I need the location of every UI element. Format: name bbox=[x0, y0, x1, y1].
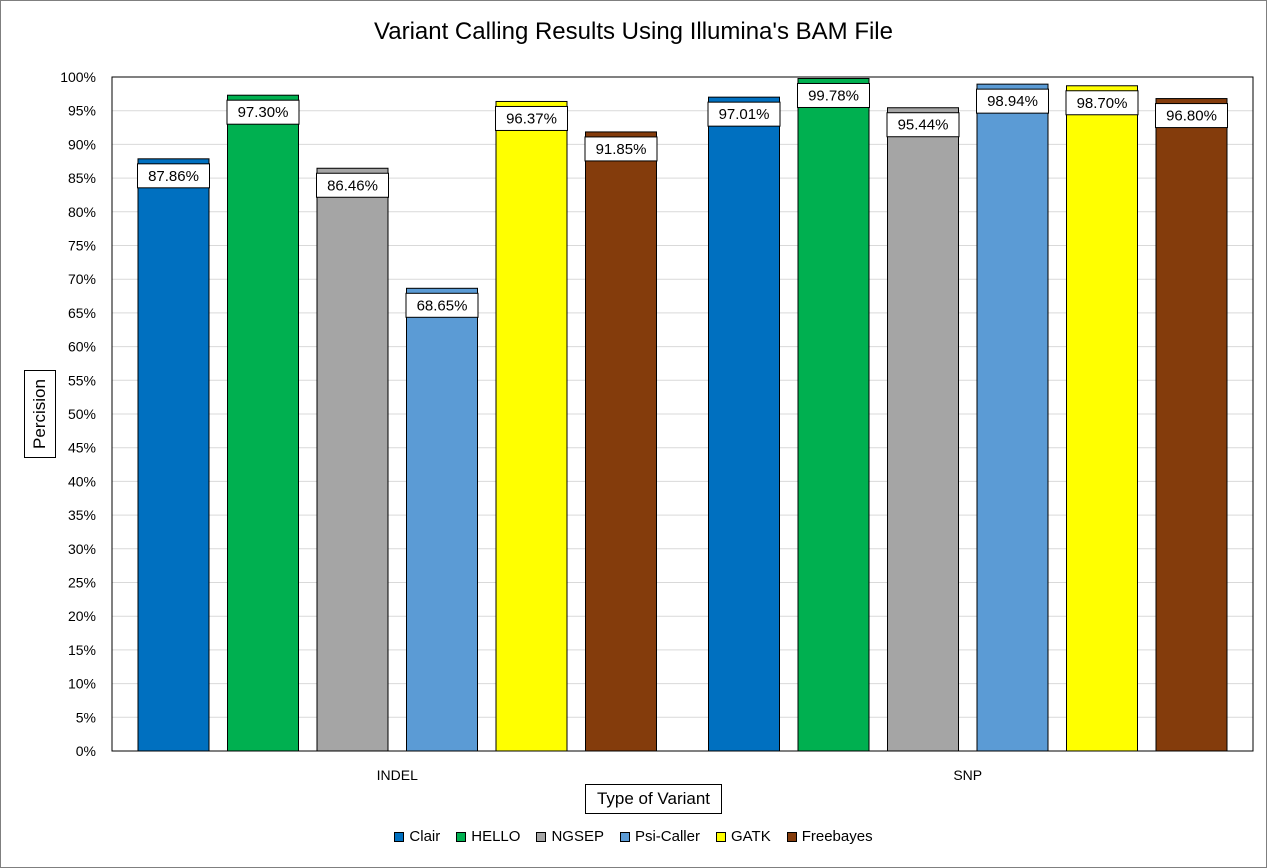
y-tick-label: 35% bbox=[68, 507, 96, 523]
data-label: 99.78% bbox=[808, 87, 859, 104]
bar-hello bbox=[227, 94, 299, 752]
bar-freebayes bbox=[585, 131, 657, 752]
legend: Clair HELLO NGSEP Psi-Caller GATK Freebayes bbox=[0, 828, 1267, 846]
y-tick-label: 15% bbox=[68, 642, 96, 658]
bar-gatk bbox=[495, 100, 568, 752]
y-tick-label: 20% bbox=[68, 608, 96, 624]
y-tick-label: 25% bbox=[68, 575, 96, 591]
data-label-box bbox=[584, 136, 658, 162]
y-tick-label: 0% bbox=[76, 743, 96, 759]
y-tick-label: 65% bbox=[68, 305, 96, 321]
x-category-label: SNP bbox=[953, 767, 982, 783]
data-label: 91.85% bbox=[596, 141, 647, 158]
y-tick-label: 90% bbox=[68, 136, 96, 152]
legend-swatch bbox=[394, 831, 405, 842]
legend-item: Clair bbox=[394, 828, 440, 845]
bar-freebayes bbox=[1155, 98, 1228, 752]
legend-swatch bbox=[786, 831, 797, 842]
data-label: 96.80% bbox=[1166, 108, 1217, 125]
y-tick-label: 10% bbox=[68, 676, 96, 692]
x-axis-title: Type of Variant bbox=[585, 784, 722, 814]
y-tick-label: 75% bbox=[68, 238, 96, 254]
data-label-box bbox=[886, 112, 960, 138]
data-label: 98.94% bbox=[987, 93, 1038, 110]
y-tick-label: 70% bbox=[68, 271, 96, 287]
data-label: 68.65% bbox=[417, 297, 468, 314]
legend-label: Psi-Caller bbox=[634, 828, 700, 845]
data-label: 96.37% bbox=[506, 110, 557, 127]
data-label-box bbox=[797, 82, 870, 108]
y-tick-label: 100% bbox=[60, 69, 96, 85]
data-label-box bbox=[495, 105, 568, 131]
legend-item: HELLO bbox=[456, 828, 520, 845]
y-axis-title-box: Percision bbox=[24, 370, 56, 458]
y-tick-label: 30% bbox=[68, 541, 96, 557]
data-label-box bbox=[226, 99, 300, 125]
bar-psi-caller bbox=[406, 287, 478, 752]
data-label-box bbox=[707, 101, 781, 127]
y-tick-label: 40% bbox=[68, 473, 96, 489]
bar-ngsep bbox=[316, 167, 389, 752]
y-tick-label: 80% bbox=[68, 204, 96, 220]
legend-swatch bbox=[619, 831, 630, 842]
legend-item: Psi-Caller bbox=[619, 828, 700, 845]
data-label: 95.44% bbox=[898, 117, 949, 134]
legend-label: Clair bbox=[409, 828, 441, 845]
legend-item: GATK bbox=[715, 828, 771, 845]
data-label-box bbox=[316, 172, 389, 198]
y-tick-label: 45% bbox=[68, 440, 96, 456]
legend-swatch bbox=[715, 831, 726, 842]
data-label: 98.70% bbox=[1077, 95, 1128, 112]
y-axis-title: Percision bbox=[30, 379, 49, 449]
legend-item: NGSEP bbox=[536, 828, 604, 845]
legend-label: Freebayes bbox=[801, 828, 873, 845]
bar-psi-caller bbox=[976, 83, 1049, 752]
bar-clair bbox=[708, 96, 780, 752]
y-tick-label: 85% bbox=[68, 170, 96, 186]
bar-gatk bbox=[1066, 85, 1138, 752]
data-label-box bbox=[1065, 90, 1139, 116]
legend-label: GATK bbox=[730, 828, 771, 845]
data-label: 97.01% bbox=[719, 106, 770, 123]
data-label-box bbox=[137, 163, 210, 189]
bar-ngsep bbox=[887, 107, 959, 752]
data-label: 87.86% bbox=[148, 168, 199, 185]
data-label: 97.30% bbox=[238, 104, 289, 121]
bar-hello bbox=[797, 77, 870, 752]
y-tick-label: 60% bbox=[68, 339, 96, 355]
legend-item: Freebayes bbox=[786, 828, 873, 845]
y-tick-label: 95% bbox=[68, 103, 96, 119]
legend-swatch bbox=[456, 831, 467, 842]
y-tick-label: 55% bbox=[68, 372, 96, 388]
data-label-box bbox=[1155, 103, 1228, 129]
y-tick-label: 5% bbox=[76, 709, 96, 725]
legend-label: HELLO bbox=[471, 828, 521, 845]
legend-swatch bbox=[536, 831, 547, 842]
legend-label: NGSEP bbox=[551, 828, 604, 845]
data-label-box bbox=[976, 88, 1049, 114]
data-label-box bbox=[405, 292, 479, 318]
bar-clair bbox=[137, 158, 210, 752]
x-category-label: INDEL bbox=[377, 767, 418, 783]
data-label: 86.46% bbox=[327, 177, 378, 194]
chart-title: Variant Calling Results Using Illumina's… bbox=[374, 18, 893, 45]
y-tick-label: 50% bbox=[68, 406, 96, 422]
